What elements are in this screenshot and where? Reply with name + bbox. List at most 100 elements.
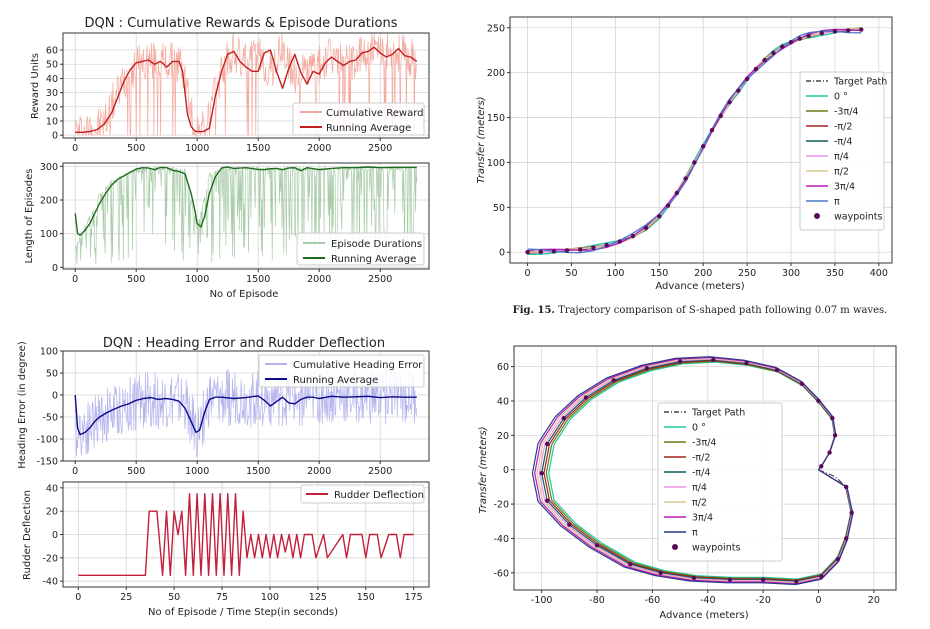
c5-xtick-label: 0 <box>525 268 531 279</box>
c5-legend-label: 3π/4 <box>834 182 855 193</box>
s-path-ylabel: Transfer (meters) <box>476 96 487 183</box>
c4-xtick-label: 100 <box>261 592 279 603</box>
c2-xtick-label: 2000 <box>307 274 331 285</box>
c2-xtick-label: 2500 <box>368 274 392 285</box>
c5-waypoint <box>753 66 759 72</box>
c5-waypoint <box>630 233 636 239</box>
c5-xtick-label: 400 <box>870 268 888 279</box>
c3-xtick-label: 500 <box>127 466 145 477</box>
c6-legend-label: 3π/4 <box>692 513 713 524</box>
c4-xtick-label: 125 <box>309 592 327 603</box>
c1-xtick-label: 0 <box>72 143 78 154</box>
c6-waypoint <box>774 367 780 373</box>
c5-waypoint <box>736 88 741 93</box>
c6-waypoint <box>816 398 821 404</box>
c1-series-cumulative-reward <box>74 33 418 136</box>
c3-ytick-label: -100 <box>36 435 58 446</box>
c5-xtick-label: 100 <box>606 268 624 279</box>
s-path-xlabel: Advance (meters) <box>655 281 744 292</box>
c2-ytick-label: 200 <box>40 196 58 207</box>
c5-waypoint <box>762 57 767 63</box>
c5-xtick-label: 200 <box>694 268 712 279</box>
c5-legend-label: -π/4 <box>834 137 852 148</box>
c5-waypoint <box>832 29 838 34</box>
c5-legend-label: π/2 <box>834 167 849 178</box>
c6-waypoint <box>658 570 663 576</box>
c1-ytick-label: 60 <box>46 46 58 57</box>
c6-waypoint <box>644 366 650 371</box>
c5-waypoint <box>683 176 688 181</box>
heading-chart-ylabel: Heading Error (in degree) <box>17 341 28 469</box>
c1-xtick-label: 2000 <box>307 143 331 154</box>
c5-waypoint <box>788 39 794 45</box>
c6-xtick-label: -80 <box>589 595 605 606</box>
c6-legend-label: π/4 <box>692 483 707 494</box>
c6-legend-label: π/2 <box>692 498 707 509</box>
c6-waypoint <box>835 556 841 562</box>
c5-ytick-label: 0 <box>499 248 505 259</box>
c5-waypoint <box>709 127 715 133</box>
c5-waypoint <box>643 225 649 231</box>
c5-waypoint <box>551 249 557 254</box>
c1-ytick-label: 40 <box>46 74 58 85</box>
c6-legend-label: -π/2 <box>692 453 710 464</box>
reward-legend: Cumulative Reward Running Average <box>292 102 425 136</box>
c2-xtick-label: 500 <box>127 274 145 285</box>
c5-waypoint <box>657 214 662 219</box>
c2-ytick-label: 100 <box>40 229 58 240</box>
c2-ytick-label: 0 <box>52 263 58 274</box>
c4-xtick-label: 150 <box>357 592 375 603</box>
c5-waypoint <box>674 190 680 196</box>
c5-ytick-label: 250 <box>487 23 505 34</box>
c2-ytick-label: 300 <box>40 162 58 173</box>
c6-waypoint <box>794 579 799 584</box>
c6-waypoint <box>849 510 854 515</box>
c4-xtick-label: 175 <box>405 592 423 603</box>
heading-legend: Cumulative Heading Error Running Average <box>258 354 425 388</box>
heading-chart: DQN : Heading Error and Rudder Deflectio… <box>17 336 430 477</box>
loop-path-ylabel: Transfer (meters) <box>478 426 489 513</box>
c3-ytick-label: 100 <box>40 347 58 358</box>
c6-waypoint <box>539 470 544 476</box>
c2-xtick-label: 1500 <box>246 274 270 285</box>
c5-legend-swatch-waypoints <box>814 213 820 219</box>
c6-legend-swatch-waypoints <box>672 544 678 550</box>
c6-ytick-label: -20 <box>493 500 509 511</box>
c4-ytick-label: -20 <box>42 553 58 564</box>
c5-waypoint <box>591 245 596 250</box>
c6-legend-label: waypoints <box>692 543 740 554</box>
c4-xtick-label: 25 <box>120 592 132 603</box>
reward-chart-ylabel: Reward Units <box>30 53 41 119</box>
c6-waypoint <box>819 464 824 469</box>
c5-xtick-label: 150 <box>650 268 668 279</box>
c6-waypoint <box>827 450 832 455</box>
c5-ytick-label: 150 <box>487 113 505 124</box>
c6-waypoint <box>567 522 572 527</box>
c5-waypoint <box>700 144 706 149</box>
duration-chart-frame <box>62 162 430 270</box>
c6-xtick-label: -100 <box>531 595 553 606</box>
c1-xtick-label: 1500 <box>246 143 270 154</box>
heading-chart-frame <box>62 350 430 462</box>
c2-series-running-average <box>74 166 417 237</box>
legend-heading-error: Cumulative Heading Error <box>293 360 423 371</box>
c3-xtick-label: 0 <box>72 466 78 477</box>
c5-legend-label: 0 ° <box>834 92 848 103</box>
c4-series-rudder-deflection <box>78 493 414 576</box>
c1-ytick-label: 10 <box>46 116 58 127</box>
c6-waypoint <box>594 543 600 548</box>
c4-ytick-label: 40 <box>46 483 58 494</box>
c3-xtick-label: 2000 <box>307 466 331 477</box>
c3-xtick-label: 2500 <box>368 466 392 477</box>
c6-xtick-label: 0 <box>815 595 821 606</box>
rudder-legend: Rudder Deflection <box>300 484 425 504</box>
c6-waypoint <box>799 381 805 387</box>
c6-legend-label: -π/4 <box>692 468 710 479</box>
duration-chart-xlabel: No of Episode <box>210 289 279 300</box>
s-path-chart-frame <box>509 16 893 264</box>
reward-chart-frame <box>62 32 430 139</box>
c1-xtick-label: 1000 <box>185 143 209 154</box>
c5-legend-label: -π/2 <box>834 122 852 133</box>
c3-ytick-label: -150 <box>36 457 58 468</box>
